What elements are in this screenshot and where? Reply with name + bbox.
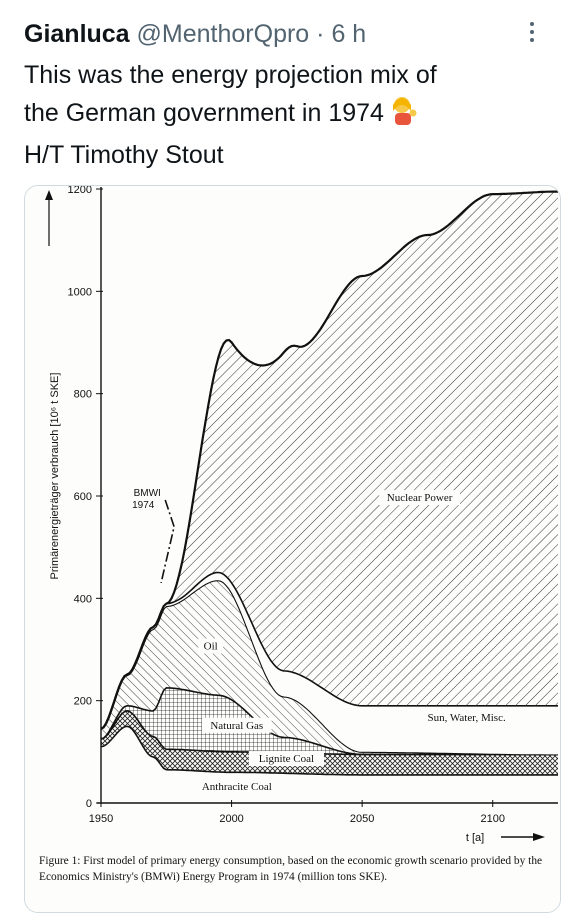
tweet-image[interactable]: 0 200 400 600 800 1000 1200 1950 2000 2050 2100 Pri… xyxy=(24,185,561,913)
tweet-text-line-3: H/T Timothy Stout xyxy=(24,141,224,169)
annotation-bmwi: BMWI 1974 xyxy=(132,488,161,511)
area-nuclear-power xyxy=(101,191,558,729)
tweet-text-line-2-text: the German government in 1974 xyxy=(24,99,384,127)
area-sun-water-misc xyxy=(101,572,558,755)
figure-caption: Figure 1: First model of primary energy … xyxy=(39,855,543,883)
x-axis-arrowhead xyxy=(533,833,545,841)
series-label-natural-gas: Natural Gas xyxy=(210,720,263,732)
x-tick-label: 2100 xyxy=(480,813,504,825)
x-tick-label: 2000 xyxy=(219,813,243,825)
series-label-lignite-coal: Lignite Coal xyxy=(259,753,314,765)
separator-dot: · xyxy=(316,20,325,48)
y-tick-label: 0 xyxy=(86,798,92,810)
energy-mix-chart: 0 200 400 600 800 1000 1200 1950 2000 2050 2100 Pri… xyxy=(25,186,560,912)
y-tick-label: 1000 xyxy=(68,286,92,298)
x-tick-label: 1950 xyxy=(89,813,113,825)
series-label-sun-water-misc: Sun, Water, Misc. xyxy=(427,712,505,724)
tweet-timestamp[interactable]: 6 h xyxy=(331,20,367,48)
y-tick-label: 1200 xyxy=(68,186,92,196)
y-tick-label: 400 xyxy=(74,593,92,605)
y-tick-label: 200 xyxy=(74,696,92,708)
tweet-header: Gianluca @MenthorQpro · 6 h xyxy=(24,14,544,54)
author-name[interactable]: Gianluca xyxy=(24,20,130,48)
area-oil xyxy=(101,580,558,755)
person-tipping-hand-emoji xyxy=(390,95,418,136)
annotation-bmwi-line xyxy=(160,499,175,584)
y-tick-label: 800 xyxy=(74,389,92,401)
x-axis-label: t [a] xyxy=(466,832,484,844)
tweet-text-line-2: the German government in 1974 xyxy=(24,94,544,136)
y-axis-arrowhead xyxy=(45,190,53,200)
area-anthracite-coal xyxy=(101,726,558,803)
tweet-text: This was the energy projection mix of th… xyxy=(24,56,544,174)
series-label-nuclear-power: Nuclear Power xyxy=(387,492,453,504)
line-nuclear-power xyxy=(100,190,558,730)
label-bg-natural-gas xyxy=(201,717,272,733)
x-tick-label: 2050 xyxy=(350,813,374,825)
y-axis-label: Primärenergieträger verbrauch [10⁶ t SKE… xyxy=(49,373,61,580)
area-natural-gas xyxy=(101,687,558,755)
more-vertical-icon[interactable] xyxy=(520,18,544,48)
series-label-oil: Oil xyxy=(204,641,218,653)
series-label-anthracite-coal: Anthracite Coal xyxy=(202,781,272,793)
label-bg-oil xyxy=(198,638,224,654)
label-bg-nuclear-power xyxy=(379,490,460,506)
tweet-text-line-1: This was the energy projection mix of xyxy=(24,61,437,89)
author-handle[interactable]: @MenthorQpro xyxy=(136,20,310,48)
y-tick-label: 600 xyxy=(74,491,92,503)
area-lignite-coal xyxy=(101,710,558,775)
label-bg-lignite-coal xyxy=(248,751,325,767)
